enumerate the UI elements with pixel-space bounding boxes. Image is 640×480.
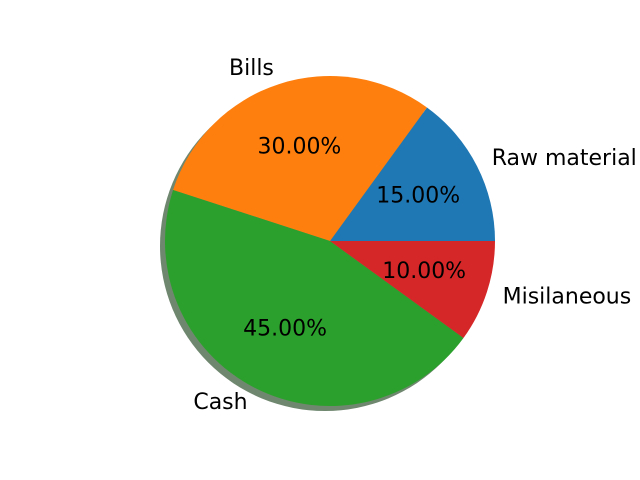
pie-slice-bills — [173, 76, 427, 241]
pie-slice-cash — [165, 190, 464, 406]
slice-percent-cash: 45.00% — [243, 317, 327, 342]
slice-label-bills: Bills — [229, 56, 274, 81]
slice-label-raw-material: Raw material — [492, 146, 637, 171]
pie-slice-raw-material — [330, 107, 495, 241]
pie-slice-misilaneous — [330, 241, 495, 338]
slice-percent-misilaneous: 10.00% — [382, 259, 466, 284]
slice-percent-bills: 30.00% — [257, 134, 341, 159]
pie-labels: Raw material 15.00% Bills 30.00% Cash 45.00% M… — [193, 56, 636, 415]
slice-percent-raw-material: 15.00% — [376, 184, 460, 209]
slice-label-misilaneous: Misilaneous — [503, 285, 632, 310]
slice-label-cash: Cash — [193, 390, 247, 415]
pie-slices — [165, 76, 495, 406]
